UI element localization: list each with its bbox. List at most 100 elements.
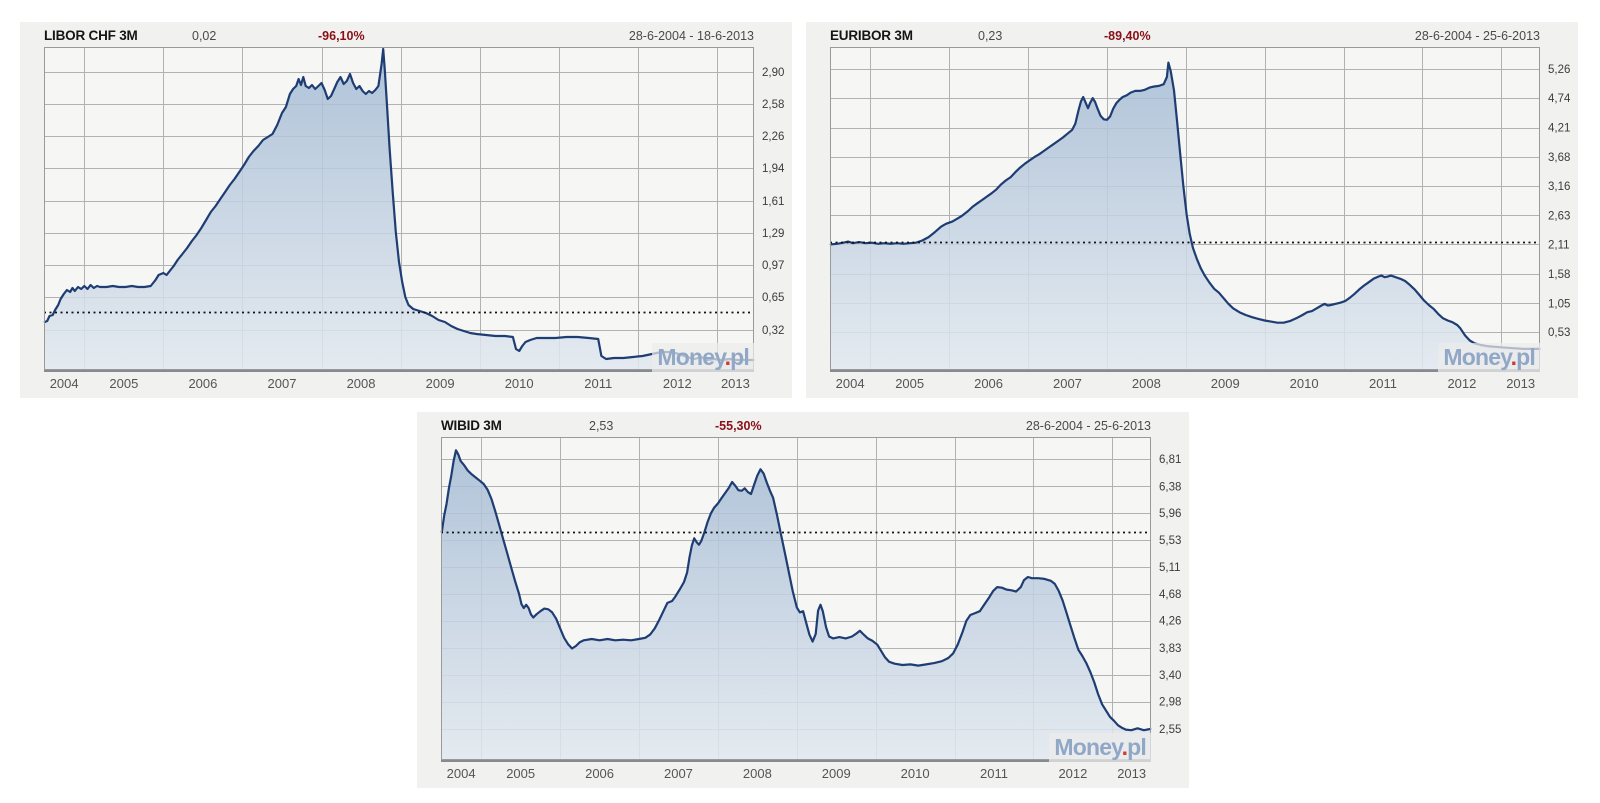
svg-text:2006: 2006 <box>188 376 217 391</box>
series-line <box>829 61 1541 350</box>
svg-text:5,11: 5,11 <box>1159 562 1181 574</box>
series-line <box>440 449 1152 732</box>
svg-text:2012: 2012 <box>1447 376 1476 391</box>
chart-header: EURIBOR 3M 0,23 -89,40% 28-6-2004 - 25-6… <box>806 26 1578 46</box>
svg-text:2008: 2008 <box>347 376 376 391</box>
x-axis-labels: 2004 2005 2006 2007 2008 2009 2010 2011 2012 2013 <box>50 376 750 391</box>
moneypl-watermark: Money.pl <box>652 343 754 372</box>
svg-text:2013: 2013 <box>1506 376 1535 391</box>
date-range: 28-6-2004 - 18-6-2013 <box>628 29 754 43</box>
svg-text:2007: 2007 <box>664 766 693 781</box>
y-axis-labels: 2,55 2,98 3,40 3,83 4,26 4,68 5,11 5,53 5,96 6,38… <box>1159 454 1181 736</box>
chart-title: WIBID 3M <box>441 418 502 433</box>
svg-text:3,40: 3,40 <box>1159 670 1181 682</box>
svg-text:2009: 2009 <box>426 376 455 391</box>
svg-text:0,32: 0,32 <box>762 325 784 337</box>
svg-text:2,11: 2,11 <box>1548 239 1570 251</box>
svg-text:2004: 2004 <box>836 376 865 391</box>
svg-text:2,63: 2,63 <box>1548 210 1570 222</box>
svg-text:2,55: 2,55 <box>1159 724 1181 736</box>
watermark-tld: pl <box>1516 344 1536 370</box>
chart-panel-euribor-3m: EURIBOR 3M 0,23 -89,40% 28-6-2004 - 25-6… <box>806 22 1578 398</box>
svg-text:2009: 2009 <box>1211 376 1240 391</box>
change-percent: -55,30% <box>715 419 762 433</box>
svg-text:3,83: 3,83 <box>1159 643 1181 655</box>
svg-text:2010: 2010 <box>901 766 930 781</box>
current-value: 2,53 <box>589 419 614 433</box>
svg-text:2005: 2005 <box>506 766 535 781</box>
svg-text:5,26: 5,26 <box>1548 64 1570 76</box>
chart-panel-wibid-3m: WIBID 3M 2,53 -55,30% 28-6-2004 - 25-6-2… <box>417 412 1189 788</box>
x-axis-labels: 2004 2005 2006 2007 2008 2009 2010 2011 2012 2013 <box>836 376 1535 391</box>
svg-text:1,94: 1,94 <box>762 163 785 175</box>
chart-title: EURIBOR 3M <box>830 28 913 43</box>
moneypl-watermark: Money.pl <box>1049 733 1151 762</box>
svg-text:2013: 2013 <box>1117 766 1146 781</box>
svg-text:0,97: 0,97 <box>762 260 784 272</box>
svg-text:2007: 2007 <box>1053 376 1082 391</box>
svg-text:4,68: 4,68 <box>1159 589 1181 601</box>
y-axis-labels: 0,53 1,05 1,58 2,11 2,63 3,16 3,68 4,21 4,74 5,26 <box>1548 64 1571 339</box>
watermark-brand: Money <box>1443 344 1511 370</box>
svg-text:2012: 2012 <box>1058 766 1087 781</box>
series-area-fill <box>44 49 754 370</box>
plot-border <box>441 437 1151 760</box>
svg-text:2006: 2006 <box>974 376 1003 391</box>
svg-text:4,74: 4,74 <box>1548 93 1571 105</box>
svg-text:1,05: 1,05 <box>1548 298 1570 310</box>
plot-border <box>830 47 1540 370</box>
svg-text:6,81: 6,81 <box>1159 454 1181 466</box>
chart-header: WIBID 3M 2,53 -55,30% 28-6-2004 - 25-6-2… <box>417 416 1189 436</box>
area-chart-canvas: 2,55 2,98 3,40 3,83 4,26 4,68 5,11 5,53 5,96 6,38… <box>440 437 1181 781</box>
change-percent: -89,40% <box>1104 29 1151 43</box>
svg-text:2011: 2011 <box>584 376 612 391</box>
svg-text:4,26: 4,26 <box>1159 616 1181 628</box>
svg-text:5,53: 5,53 <box>1159 535 1181 547</box>
watermark-dot: . <box>1121 734 1128 760</box>
svg-text:1,29: 1,29 <box>762 228 784 240</box>
svg-text:2008: 2008 <box>743 766 772 781</box>
plot-border <box>44 47 754 370</box>
area-chart-canvas: 0,32 0,65 0,97 1,29 1,61 1,94 2,26 2,58 2,90 2004… <box>43 47 785 391</box>
svg-text:1,61: 1,61 <box>762 196 784 208</box>
change-percent: -96,10% <box>318 29 365 43</box>
svg-text:2010: 2010 <box>505 376 534 391</box>
svg-text:2010: 2010 <box>1290 376 1319 391</box>
svg-text:2011: 2011 <box>1369 376 1397 391</box>
svg-text:1,58: 1,58 <box>1548 269 1570 281</box>
watermark-tld: pl <box>1127 734 1147 760</box>
watermark-dot: . <box>1510 344 1517 370</box>
svg-text:3,16: 3,16 <box>1548 181 1570 193</box>
watermark-dot: . <box>724 344 731 370</box>
svg-text:2013: 2013 <box>721 376 750 391</box>
svg-text:2,90: 2,90 <box>762 67 784 79</box>
series-line <box>43 47 755 362</box>
svg-text:2,26: 2,26 <box>762 131 784 143</box>
svg-text:6,38: 6,38 <box>1159 481 1181 493</box>
svg-text:3,68: 3,68 <box>1548 152 1570 164</box>
svg-text:0,65: 0,65 <box>762 292 784 304</box>
svg-text:2,98: 2,98 <box>1159 697 1181 709</box>
current-value: 0,23 <box>978 29 1003 43</box>
current-value: 0,02 <box>192 29 217 43</box>
moneypl-watermark: Money.pl <box>1438 343 1540 372</box>
svg-text:2008: 2008 <box>1132 376 1161 391</box>
svg-text:2009: 2009 <box>822 766 851 781</box>
chart-panel-libor-chf-3m: LIBOR CHF 3M 0,02 -96,10% 28-6-2004 - 18… <box>20 22 792 398</box>
svg-text:2012: 2012 <box>663 376 692 391</box>
area-chart-canvas: 0,53 1,05 1,58 2,11 2,63 3,16 3,68 4,21 4,74 5,26… <box>829 47 1571 391</box>
series-area-fill <box>830 62 1540 370</box>
chart-title: LIBOR CHF 3M <box>44 28 138 43</box>
date-range: 28-6-2004 - 25-6-2013 <box>1414 29 1540 43</box>
svg-text:2011: 2011 <box>980 766 1008 781</box>
svg-text:2005: 2005 <box>109 376 138 391</box>
svg-text:4,21: 4,21 <box>1548 123 1570 135</box>
svg-text:5,96: 5,96 <box>1159 508 1181 520</box>
y-axis-labels: 0,32 0,65 0,97 1,29 1,61 1,94 2,26 2,58 2,90 <box>762 67 785 337</box>
watermark-tld: pl <box>730 344 750 370</box>
x-axis-labels: 2004 2005 2006 2007 2008 2009 2010 2011 2012 2013 <box>447 766 1146 781</box>
date-range: 28-6-2004 - 25-6-2013 <box>1025 419 1151 433</box>
svg-text:2007: 2007 <box>268 376 297 391</box>
chart-header: LIBOR CHF 3M 0,02 -96,10% 28-6-2004 - 18… <box>20 26 792 46</box>
